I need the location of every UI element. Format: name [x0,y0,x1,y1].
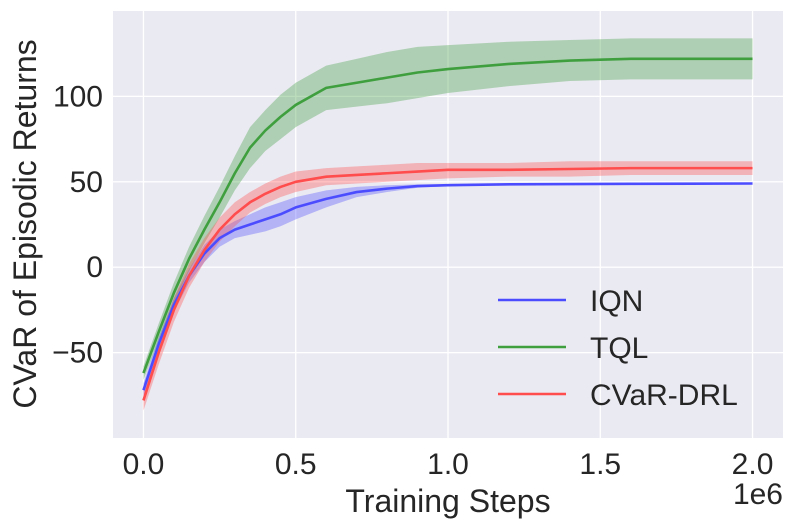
x-tick-label: 1.0 [427,448,469,481]
y-tick-label: −50 [52,337,103,370]
series-lines [142,57,753,401]
x-tick-labels: 0.0 0.5 1.0 1.5 2.0 [123,448,774,481]
tql-line [142,57,753,374]
x-tick-label: 0.0 [123,448,165,481]
legend-label-cvar-drl: CVaR-DRL [590,379,738,412]
x-tick-label: 0.5 [275,448,317,481]
legend-label-tql: TQL [590,332,648,365]
x-offset-label: 1e6 [733,478,783,511]
legend: IQN TQL CVaR-DRL [498,285,738,412]
legend-label-iqn: IQN [590,285,643,318]
y-tick-label: 100 [53,80,103,113]
cvar-drl-line [142,166,753,401]
x-axis-title: Training Steps [345,483,550,519]
x-tick-label: 2.0 [732,448,774,481]
x-tick-label: 1.5 [579,448,621,481]
y-tick-label: 0 [86,251,103,284]
y-tick-labels: −50 0 50 100 [52,80,103,369]
confidence-bands [143,38,753,411]
tql-band [143,38,753,380]
grid-lines [113,11,783,438]
y-tick-label: 50 [70,166,103,199]
y-axis-title: CVaR of Episodic Returns [7,39,43,408]
